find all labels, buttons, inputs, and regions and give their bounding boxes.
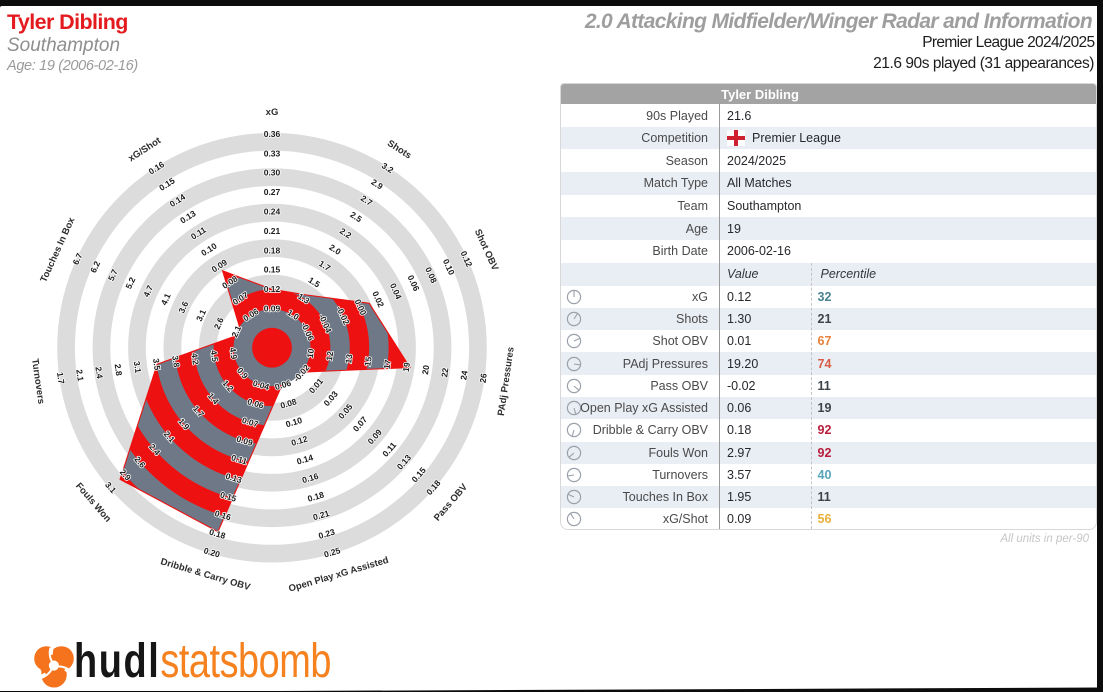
svg-text:0.18: 0.18 [264,246,281,256]
svg-text:xG: xG [266,107,279,118]
svg-text:13: 13 [343,353,354,364]
svg-text:Shots: Shots [385,138,413,162]
svg-text:3.5: 3.5 [151,358,163,371]
svg-text:3.8: 3.8 [170,355,182,368]
svg-text:0.36: 0.36 [264,129,281,139]
svg-text:0.30: 0.30 [264,168,281,178]
svg-text:3.1: 3.1 [132,361,144,374]
svg-text:19: 19 [401,362,412,373]
svg-text:2.1: 2.1 [74,369,86,382]
svg-text:5.2: 5.2 [123,276,137,291]
svg-text:22: 22 [439,367,450,378]
svg-text:17: 17 [382,359,393,370]
svg-text:0.12: 0.12 [264,284,281,294]
svg-text:4.5: 4.5 [209,350,221,363]
svg-text:20: 20 [420,364,431,375]
svg-text:0.15: 0.15 [219,490,238,504]
svg-text:0.24: 0.24 [264,207,281,217]
svg-text:24: 24 [458,370,469,381]
svg-text:0.04: 0.04 [252,378,271,392]
svg-text:Turnovers: Turnovers [29,358,46,405]
svg-text:10: 10 [305,348,316,359]
svg-text:0.21: 0.21 [264,226,281,236]
svg-text:Dribble & Carry OBV: Dribble & Carry OBV [159,557,252,594]
svg-text:4.2: 4.2 [189,353,201,366]
svg-text:2.8: 2.8 [113,364,125,377]
svg-text:PAdj Pressures: PAdj Pressures [496,347,517,417]
svg-text:1.7: 1.7 [55,372,67,385]
svg-text:Shot OBV: Shot OBV [472,228,501,274]
svg-text:2.4: 2.4 [93,366,105,379]
svg-text:4.9: 4.9 [228,347,240,360]
svg-text:12: 12 [324,351,335,362]
svg-text:0.33: 0.33 [264,149,281,159]
svg-text:15: 15 [362,356,373,367]
svg-text:Open Play xG Assisted: Open Play xG Assisted [287,555,390,595]
svg-text:26: 26 [478,373,489,384]
svg-text:0.09: 0.09 [264,304,281,314]
svg-text:0.15: 0.15 [264,265,281,275]
svg-text:0.27: 0.27 [264,187,281,197]
svg-text:0.23: 0.23 [317,527,336,541]
